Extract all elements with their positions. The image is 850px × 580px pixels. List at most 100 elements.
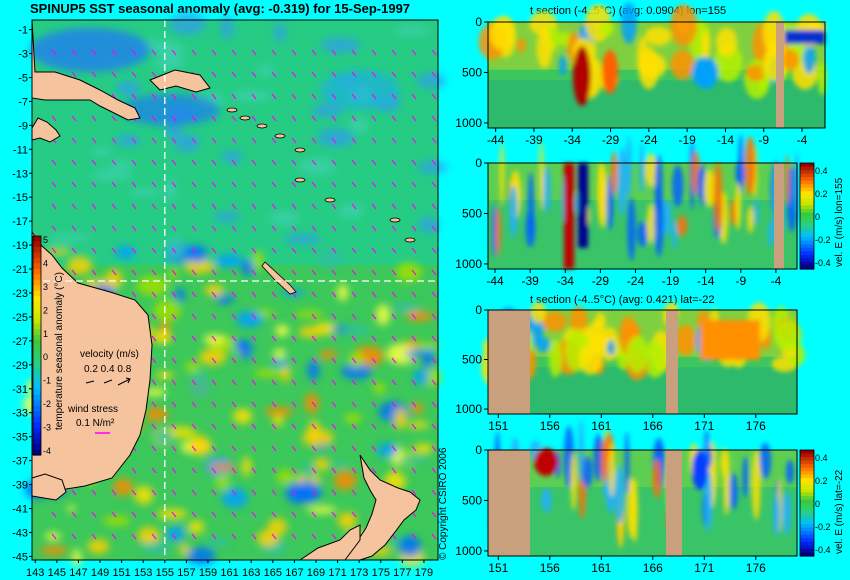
section-feature bbox=[541, 488, 552, 513]
section-feature bbox=[578, 419, 585, 483]
map-y-tick-label: -29 bbox=[12, 360, 28, 372]
wind-vector bbox=[291, 445, 297, 452]
wind-vector bbox=[431, 49, 437, 56]
map-colorbar-segment bbox=[33, 285, 41, 292]
section-feature bbox=[652, 459, 662, 499]
map-x-tick-label: 149 bbox=[91, 567, 109, 579]
wind-vector bbox=[251, 489, 257, 496]
island bbox=[274, 133, 286, 139]
wind-vector bbox=[351, 335, 357, 342]
section-feature bbox=[747, 205, 754, 234]
wind-vector bbox=[151, 71, 157, 78]
wind-vector bbox=[311, 93, 317, 100]
cold-anomaly-patch bbox=[120, 94, 220, 126]
section-feature bbox=[802, 41, 816, 74]
section-colorbar-segment bbox=[800, 467, 814, 472]
section-feature bbox=[530, 302, 546, 323]
map-y-tick-label: -43 bbox=[12, 527, 28, 539]
wind-vector bbox=[131, 71, 137, 78]
section-colorbar-segment bbox=[800, 524, 814, 529]
section-colorbar-segment bbox=[800, 208, 814, 214]
section-colorbar-segment bbox=[800, 198, 814, 203]
wind-vector bbox=[211, 137, 217, 144]
anomaly-eddy bbox=[179, 544, 190, 556]
map-colorbar-segment bbox=[33, 345, 41, 352]
section-colorbar-segment bbox=[800, 187, 814, 192]
wind-vector bbox=[331, 71, 337, 78]
wind-vector bbox=[111, 181, 117, 188]
section-colorbar-segment bbox=[800, 541, 814, 546]
section-y-tick-label: 1000 bbox=[455, 257, 482, 271]
map-x-tick-label: 169 bbox=[307, 567, 325, 579]
wind-vector bbox=[91, 511, 97, 518]
wind-vector bbox=[171, 181, 177, 188]
wind-vector bbox=[211, 181, 217, 188]
anomaly-eddy bbox=[157, 41, 184, 62]
wind-vector bbox=[191, 93, 197, 100]
section-feature bbox=[670, 4, 698, 47]
wind-legend-label: wind stress bbox=[67, 404, 118, 415]
wind-vector bbox=[291, 489, 297, 496]
wind-vector bbox=[331, 423, 337, 430]
anomaly-eddy bbox=[407, 421, 430, 429]
wind-vector bbox=[131, 511, 137, 518]
wind-vector bbox=[311, 115, 317, 122]
wind-vector bbox=[111, 137, 117, 144]
map-colorbar-tick: 0 bbox=[43, 352, 48, 362]
anomaly-eddy bbox=[153, 299, 181, 322]
section-colorbar-segment bbox=[800, 450, 814, 455]
wind-vector bbox=[371, 335, 377, 342]
wind-vector bbox=[371, 467, 377, 474]
wind-vector bbox=[251, 313, 257, 320]
section-colorbar-segment bbox=[800, 205, 814, 210]
wind-vector bbox=[231, 357, 237, 364]
wind-vector bbox=[331, 401, 337, 408]
wind-vector bbox=[171, 291, 177, 298]
wind-vector bbox=[231, 467, 237, 474]
wind-vector bbox=[231, 159, 237, 166]
wind-vector bbox=[231, 423, 237, 430]
anomaly-eddy bbox=[344, 412, 362, 424]
map-colorbar-segment bbox=[33, 301, 41, 308]
wind-vector bbox=[191, 291, 197, 298]
wind-vector bbox=[111, 533, 117, 540]
wind-vector bbox=[351, 49, 357, 56]
anomaly-eddy bbox=[156, 508, 188, 519]
wind-vector bbox=[271, 533, 277, 540]
wind-vector bbox=[231, 511, 237, 518]
wind-vector bbox=[151, 115, 157, 122]
wind-vector bbox=[251, 291, 257, 298]
section-x-tick-label: 151 bbox=[488, 561, 508, 575]
wind-vector bbox=[251, 357, 257, 364]
map-colorbar-segment bbox=[33, 241, 41, 248]
eastward-jet bbox=[534, 448, 558, 476]
wind-vector bbox=[271, 489, 277, 496]
wind-vector bbox=[351, 511, 357, 518]
wind-vector bbox=[271, 357, 277, 364]
wind-vector bbox=[351, 159, 357, 166]
section-frame bbox=[487, 21, 826, 129]
section-colorbar-segment bbox=[800, 513, 814, 518]
wind-vector bbox=[211, 115, 217, 122]
section-x-tick-label: 156 bbox=[540, 561, 560, 575]
section-colorbar-segment bbox=[800, 247, 814, 252]
section-feature bbox=[569, 306, 588, 333]
wind-vector bbox=[251, 467, 257, 474]
map-x-tick-label: 167 bbox=[285, 567, 303, 579]
section-x-tick-label: 176 bbox=[746, 419, 766, 433]
wind-vector bbox=[151, 357, 157, 364]
wind-vector bbox=[291, 313, 297, 320]
wind-vector bbox=[151, 313, 157, 320]
wind-vector bbox=[51, 159, 57, 166]
wind-vector bbox=[291, 181, 297, 188]
section-land-mask bbox=[666, 450, 682, 556]
wind-vector bbox=[291, 467, 297, 474]
wind-vector bbox=[431, 269, 437, 276]
wind-vector bbox=[91, 181, 97, 188]
wind-vector bbox=[231, 269, 237, 276]
section-colorbar-segment bbox=[800, 223, 814, 228]
map-x-tick-label: 147 bbox=[69, 567, 87, 579]
anomaly-eddy bbox=[333, 470, 357, 491]
section-colorbar-tick: 0.4 bbox=[815, 453, 828, 463]
